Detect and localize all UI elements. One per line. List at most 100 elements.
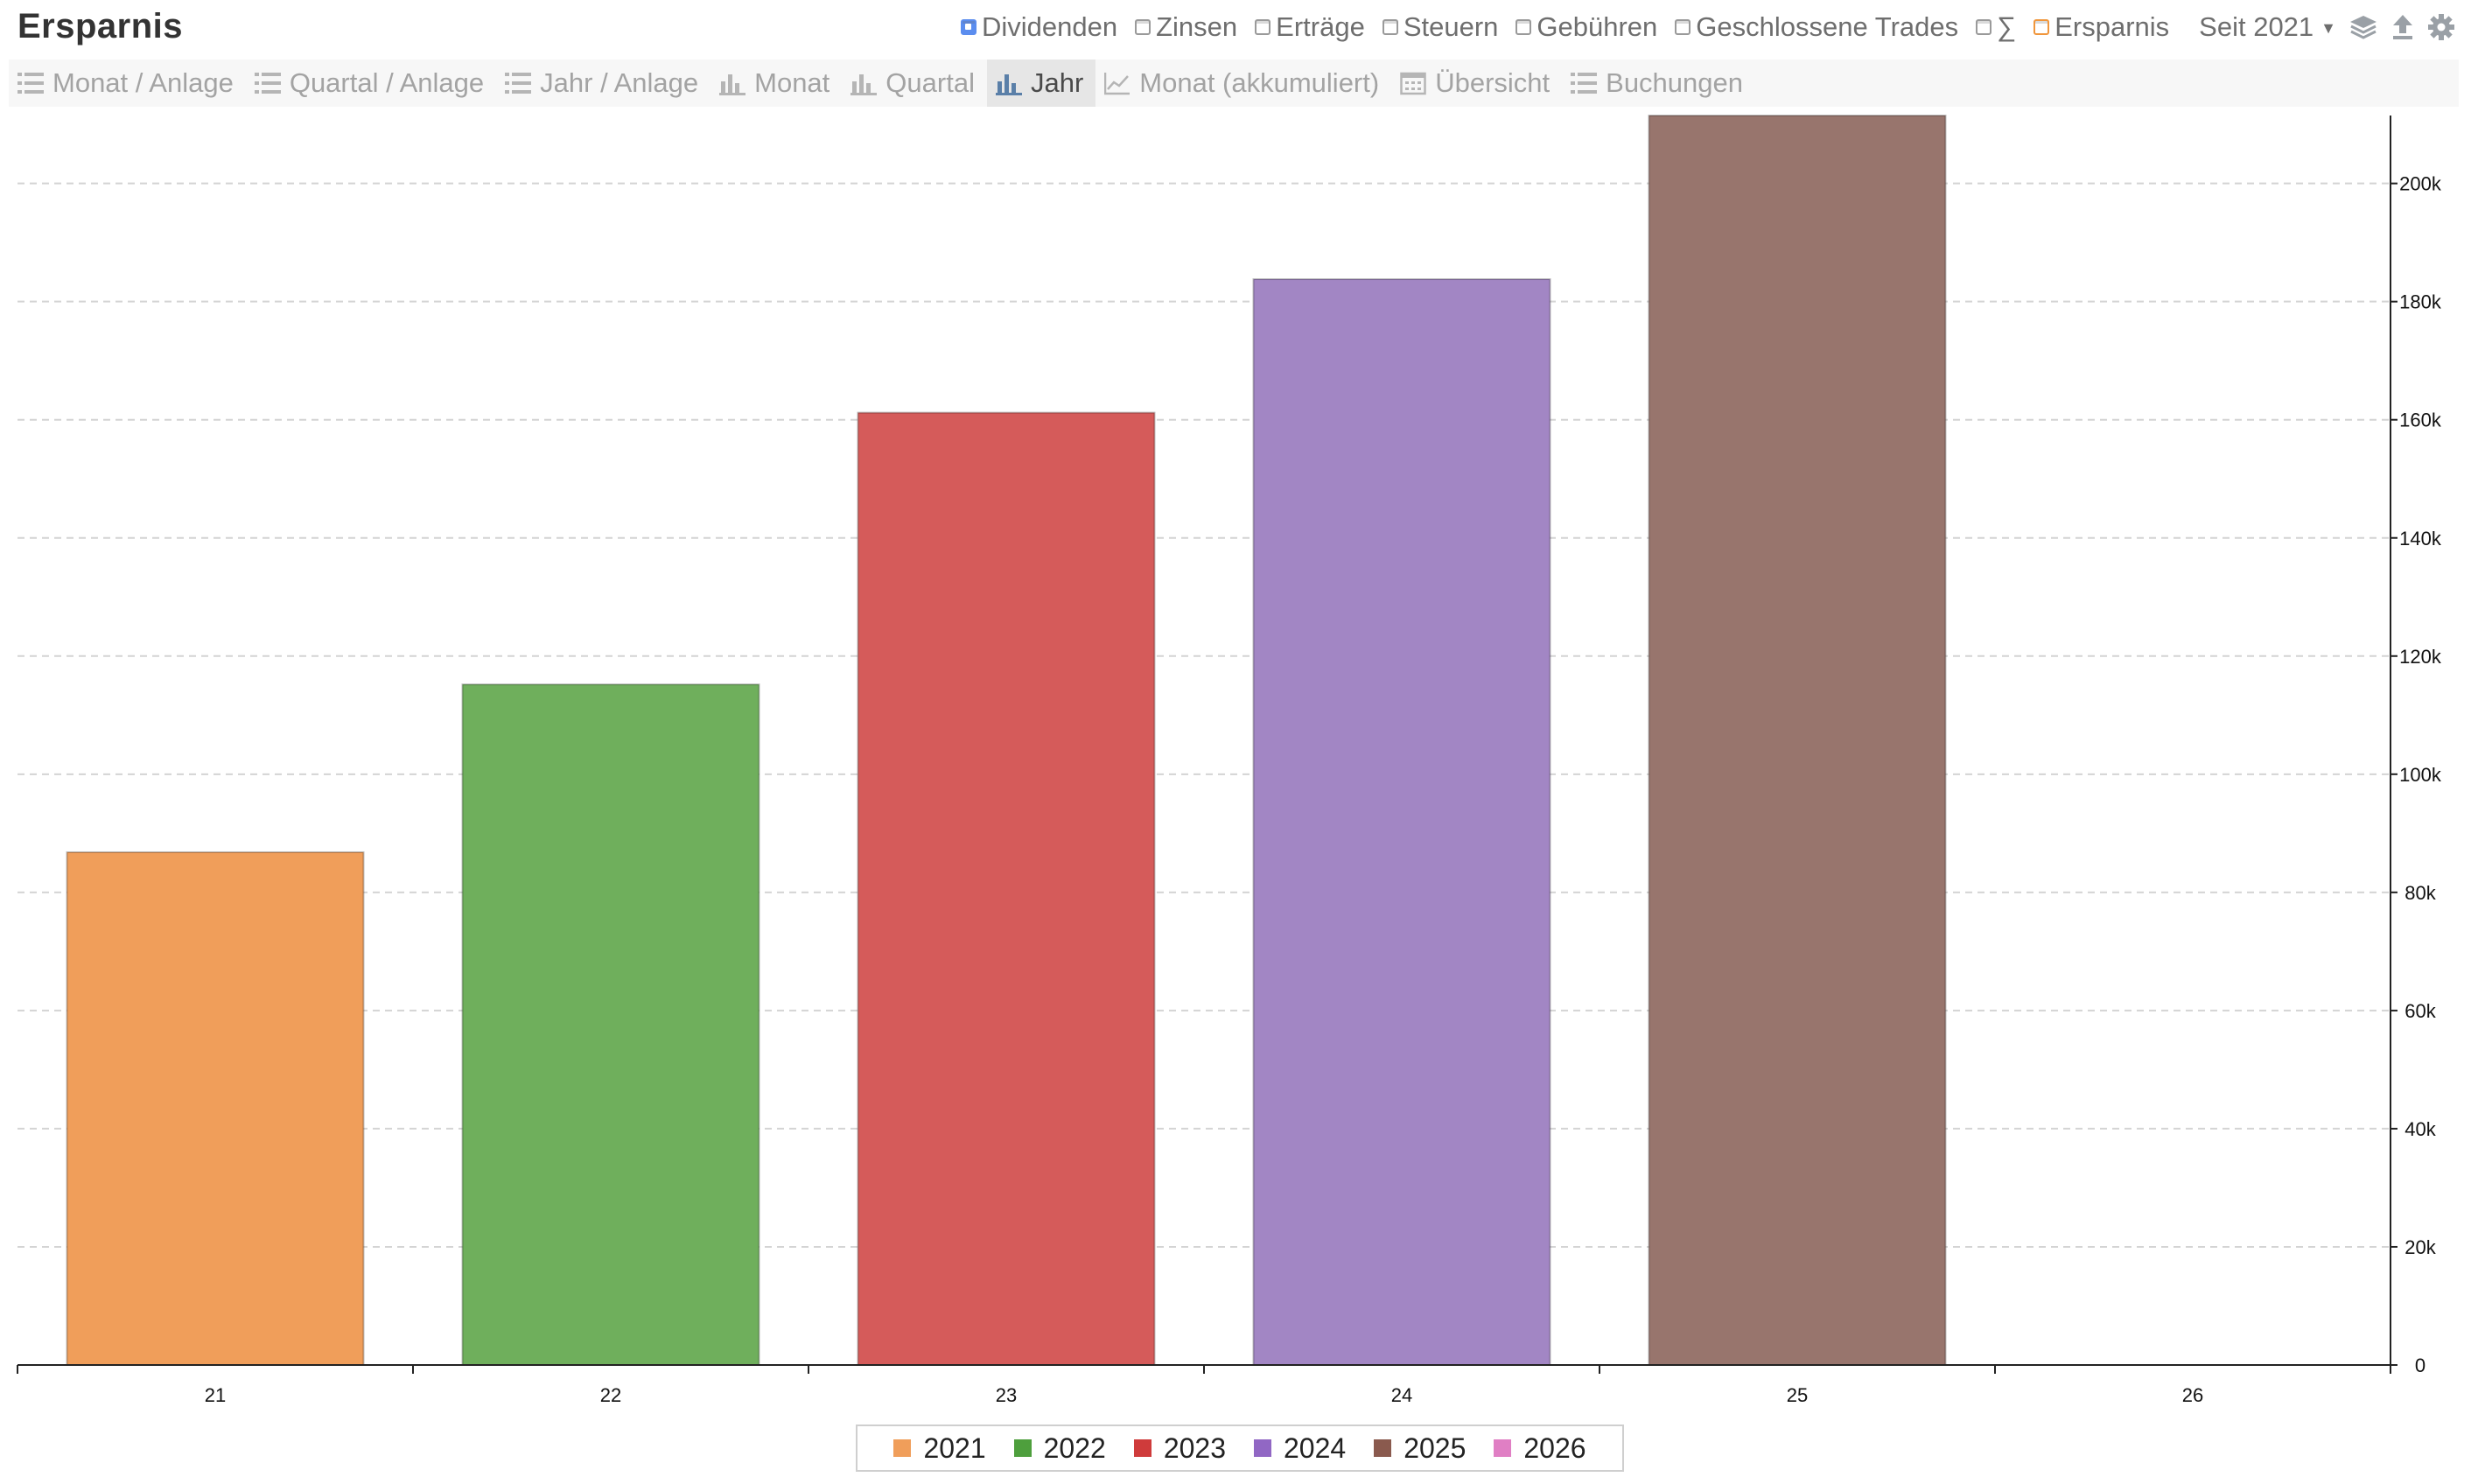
filter-label: Erträge <box>1276 11 1365 42</box>
tab-label: Quartal / Anlage <box>289 67 485 98</box>
chart-legend: 2021 2022 2023 2024 2025 2026 <box>856 1424 1624 1472</box>
filter-summe[interactable]: ∑ <box>1976 11 2016 43</box>
line-chart-icon <box>1104 71 1130 95</box>
filter-zinsen[interactable]: Zinsen <box>1135 11 1237 43</box>
bar-25 <box>1648 115 1947 1366</box>
x-tick-label: 25 <box>1787 1384 1808 1406</box>
checkbox-icon[interactable] <box>1675 19 1691 35</box>
y-tick-label: 140k <box>2399 528 2442 550</box>
y-tick-label: 100k <box>2399 764 2442 786</box>
tab-label: Monat (akkumuliert) <box>1139 67 1380 98</box>
x-tick-label: 22 <box>600 1384 621 1406</box>
checkbox-icon[interactable] <box>1255 19 1271 35</box>
layers-icon[interactable] <box>2348 13 2378 41</box>
tab-label: Jahr / Anlage <box>540 67 699 98</box>
legend-swatch <box>1254 1439 1271 1457</box>
filter-label: Gebühren <box>1536 11 1658 42</box>
filter-label: Geschlossene Trades <box>1696 11 1959 42</box>
filter-geschlossene-trades[interactable]: Geschlossene Trades <box>1675 11 1958 43</box>
legend-item-2023[interactable]: 2023 <box>1133 1432 1226 1465</box>
legend-label: 2022 <box>1043 1432 1106 1464</box>
checkbox-icon[interactable] <box>1135 19 1152 35</box>
year-range-select[interactable]: Seit 2021 ▼ <box>2199 11 2336 43</box>
tab-jahr[interactable]: Jahr <box>986 60 1096 107</box>
filter-dividenden[interactable]: Dividenden <box>961 11 1117 43</box>
y-tick-label: 60k <box>2404 1000 2436 1022</box>
x-tick-label: 26 <box>2182 1384 2203 1406</box>
y-tick-label: 20k <box>2404 1236 2436 1258</box>
filter-label: Ersparnis <box>2054 11 2170 42</box>
yearly-bar-chart: 0 20k 40k 60k 80k 100k 120k 140k 160k 180k 200k 21 2… <box>17 115 2442 1406</box>
legend-swatch <box>1494 1439 1512 1457</box>
x-tick-label: 23 <box>996 1384 1017 1406</box>
caret-down-icon: ▼ <box>2320 18 2336 37</box>
tab-label: Monat <box>754 67 830 98</box>
legend-swatch <box>893 1439 912 1457</box>
filter-label: Steuern <box>1403 11 1499 42</box>
y-tick-label: 0 <box>2415 1354 2426 1376</box>
tab-label: Quartal <box>886 67 975 98</box>
y-tick-label: 180k <box>2399 291 2442 313</box>
y-tick-label: 120k <box>2399 646 2442 668</box>
bar-21 <box>66 850 365 1366</box>
legend-label: 2021 <box>923 1432 986 1464</box>
legend-item-2021[interactable]: 2021 <box>893 1432 986 1465</box>
tab-jahr-anlage[interactable]: Jahr / Anlage <box>496 60 710 107</box>
y-tick-label: 200k <box>2399 173 2442 195</box>
view-tabs: Monat / Anlage Quartal / Anlage Jahr / A… <box>9 60 2459 107</box>
filter-bar: Dividenden Zinsen Erträge Steuern Gebühr… <box>943 5 2455 49</box>
x-tick-label: 21 <box>205 1384 226 1406</box>
checkbox-icon[interactable] <box>1382 19 1398 35</box>
filter-label: Dividenden <box>982 11 1118 42</box>
list-icon <box>1571 71 1598 95</box>
tab-monat[interactable]: Monat <box>710 60 842 107</box>
bar-22 <box>461 683 760 1366</box>
filter-steuern[interactable]: Steuern <box>1382 11 1499 43</box>
tab-uebersicht[interactable]: Übersicht <box>1391 60 1562 107</box>
checkbox-icon[interactable] <box>2034 19 2050 35</box>
page-title: Ersparnis <box>18 7 184 46</box>
tab-quartal[interactable]: Quartal <box>842 60 987 107</box>
checkbox-icon[interactable] <box>1976 19 1992 35</box>
filter-label: Zinsen <box>1156 11 1238 42</box>
legend-label: 2024 <box>1284 1432 1347 1464</box>
tab-label: Monat / Anlage <box>52 67 234 98</box>
legend-item-2025[interactable]: 2025 <box>1374 1432 1466 1465</box>
x-tick-label: 24 <box>1391 1384 1412 1406</box>
tab-label: Übersicht <box>1435 67 1550 98</box>
y-tick-label: 40k <box>2404 1118 2436 1140</box>
calendar-icon <box>1400 71 1426 95</box>
top-bar: Ersparnis Dividenden Zinsen Erträge Steu… <box>0 0 2471 56</box>
legend-swatch <box>1013 1439 1032 1457</box>
legend-label: 2026 <box>1523 1432 1586 1464</box>
legend-swatch <box>1133 1439 1152 1457</box>
y-tick-label: 160k <box>2399 410 2442 431</box>
year-range-value: Seit 2021 <box>2199 11 2314 42</box>
checkbox-icon[interactable] <box>961 19 976 35</box>
list-icon <box>254 71 281 95</box>
checkbox-icon[interactable] <box>1516 19 1532 35</box>
gear-icon[interactable] <box>2427 13 2455 41</box>
y-tick-label: 80k <box>2404 882 2436 904</box>
bar-23 <box>857 411 1156 1367</box>
filter-gebuehren[interactable]: Gebühren <box>1516 11 1657 43</box>
upload-icon[interactable] <box>2390 13 2415 41</box>
filter-label: ∑ <box>1997 11 2017 42</box>
tab-monat-akkumuliert[interactable]: Monat (akkumuliert) <box>1096 60 1391 107</box>
tab-buchungen[interactable]: Buchungen <box>1562 60 1755 107</box>
tab-monat-anlage[interactable]: Monat / Anlage <box>9 60 246 107</box>
filter-ersparnis[interactable]: Ersparnis <box>2034 11 2169 43</box>
tab-label: Buchungen <box>1606 67 1744 98</box>
list-icon <box>18 71 44 95</box>
bar-chart-icon <box>850 71 878 95</box>
legend-item-2024[interactable]: 2024 <box>1254 1432 1346 1465</box>
tab-label: Jahr <box>1030 67 1084 98</box>
bar-24 <box>1252 278 1551 1366</box>
legend-label: 2023 <box>1163 1432 1226 1464</box>
legend-item-2026[interactable]: 2026 <box>1494 1432 1586 1465</box>
tab-quartal-anlage[interactable]: Quartal / Anlage <box>246 60 496 107</box>
filter-ertraege[interactable]: Erträge <box>1255 11 1365 43</box>
legend-item-2022[interactable]: 2022 <box>1013 1432 1106 1465</box>
legend-label: 2025 <box>1404 1432 1466 1464</box>
bar-chart-icon <box>995 71 1022 95</box>
